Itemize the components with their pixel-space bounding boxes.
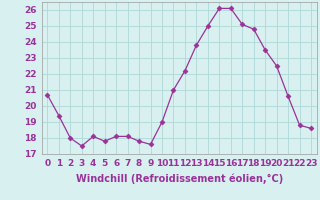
X-axis label: Windchill (Refroidissement éolien,°C): Windchill (Refroidissement éolien,°C) [76,173,283,184]
